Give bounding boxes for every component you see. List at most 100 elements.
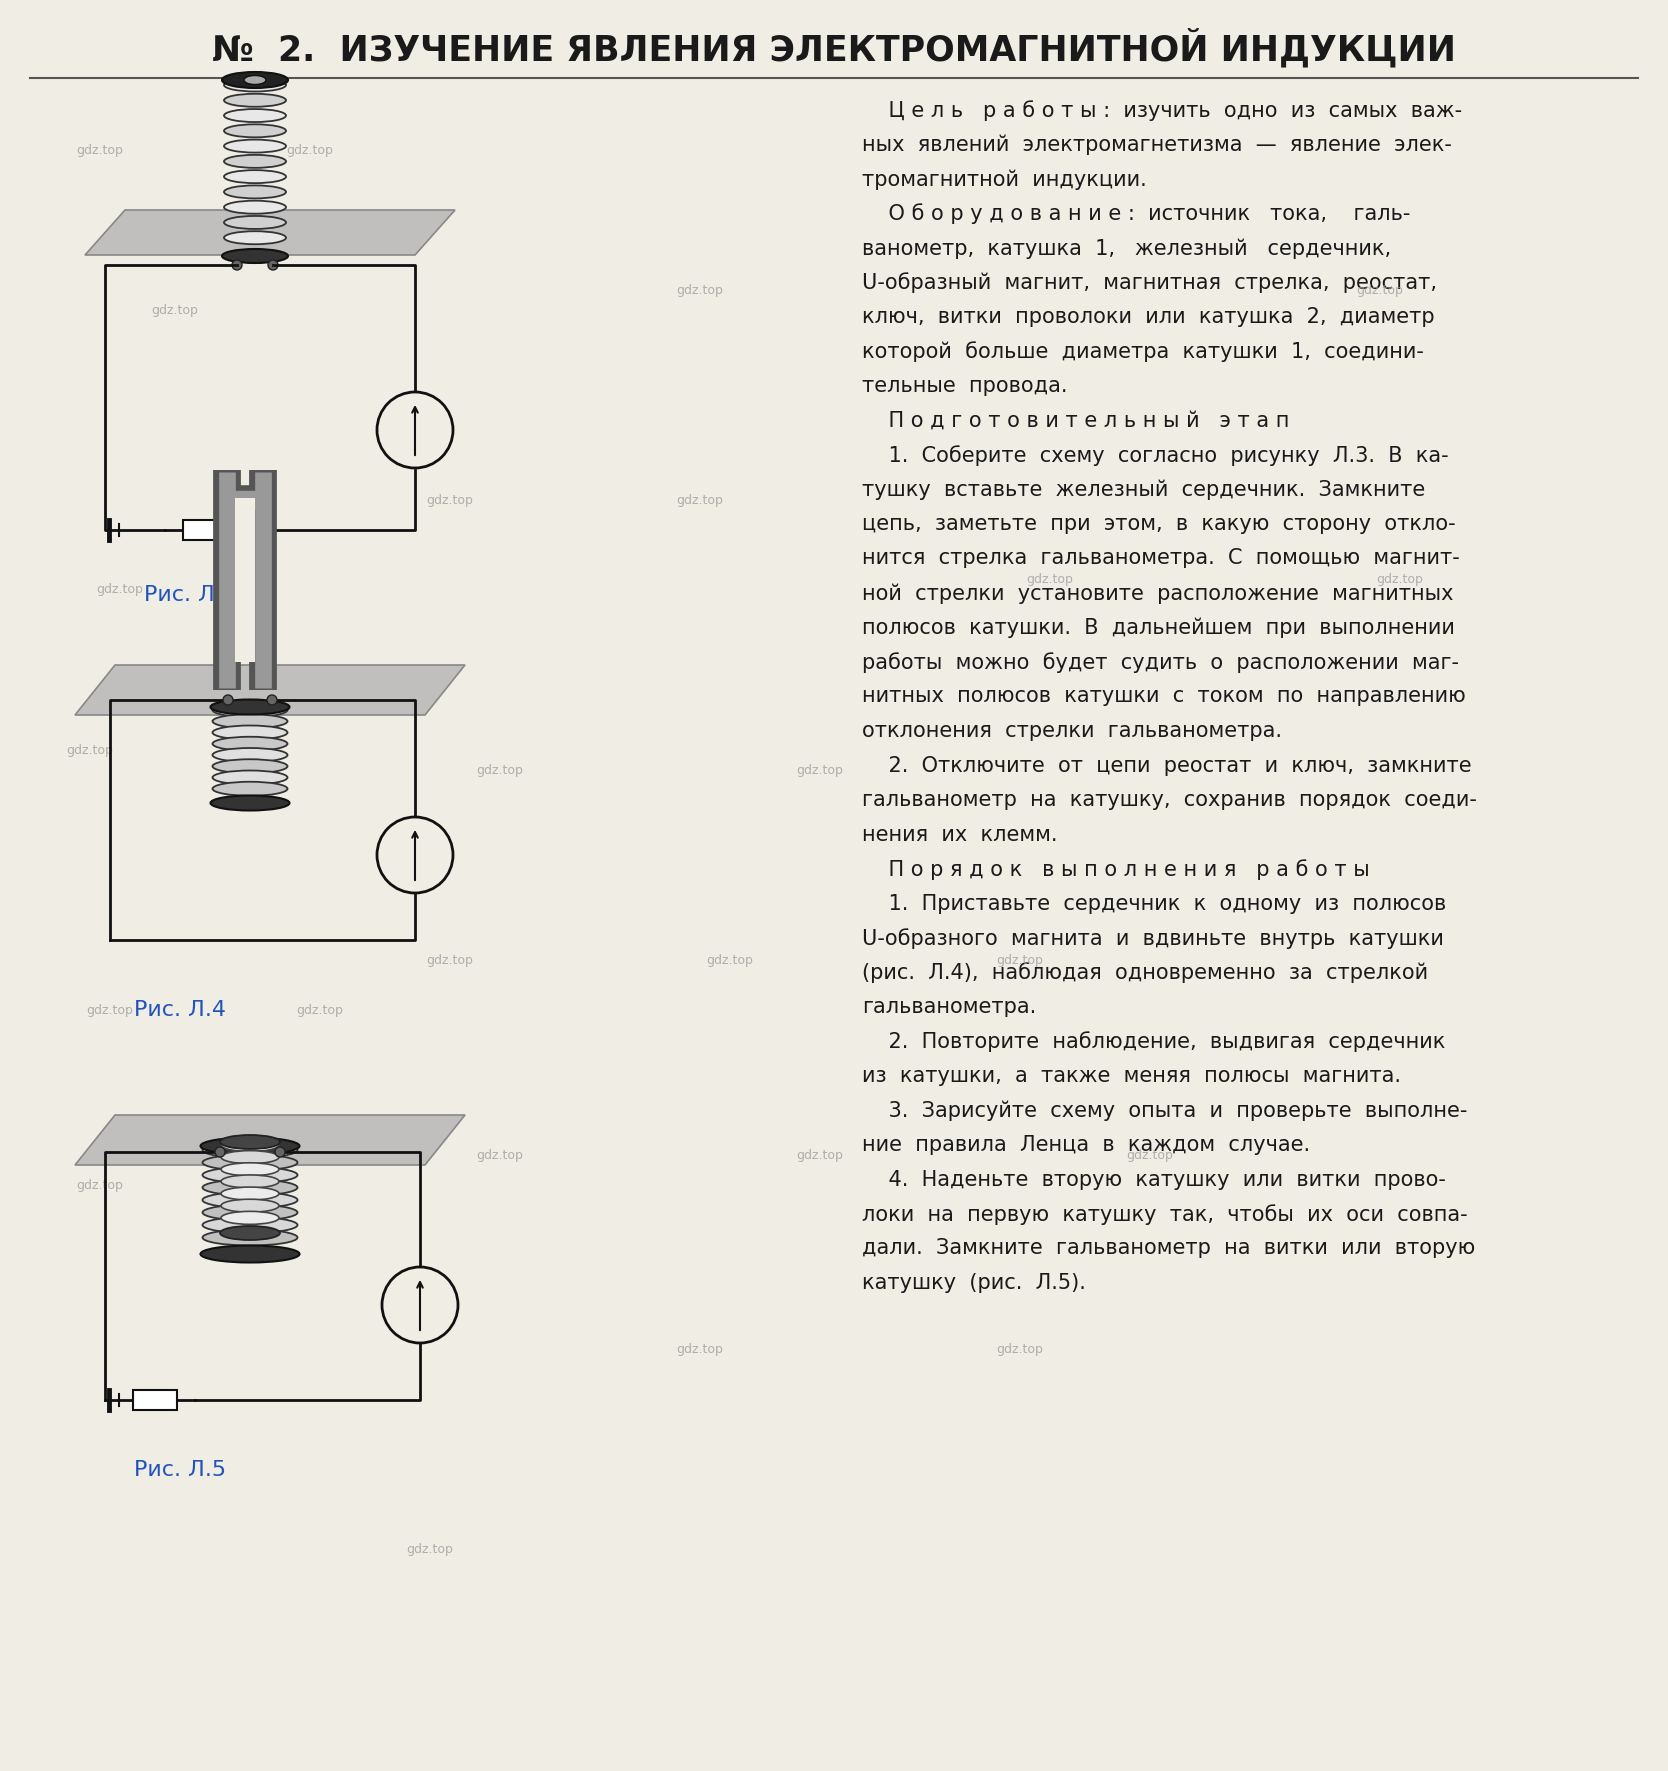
Ellipse shape (220, 1135, 280, 1149)
Text: gdz.top: gdz.top (67, 744, 113, 756)
Ellipse shape (212, 726, 287, 740)
Text: gdz.top: gdz.top (797, 1149, 844, 1162)
Ellipse shape (220, 1174, 279, 1188)
Text: Рис. Л.4: Рис. Л.4 (133, 1001, 225, 1020)
Text: Рис. Л.3: Рис. Л.3 (143, 584, 235, 606)
Text: катушку  (рис.  Л.5).: катушку (рис. Л.5). (862, 1273, 1086, 1293)
Text: gdz.top: gdz.top (677, 283, 724, 296)
Text: gdz.top: gdz.top (797, 763, 844, 776)
Ellipse shape (224, 110, 285, 122)
Ellipse shape (212, 703, 287, 717)
Text: (рис.  Л.4),  наблюдая  одновременно  за  стрелкой: (рис. Л.4), наблюдая одновременно за стр… (862, 962, 1428, 983)
Text: gdz.top: gdz.top (1376, 574, 1423, 586)
Ellipse shape (202, 1155, 297, 1171)
Text: 1.  Соберите  схему  согласно  рисунку  Л.3.  В  ка-: 1. Соберите схему согласно рисунку Л.3. … (862, 445, 1448, 466)
Ellipse shape (224, 170, 285, 182)
Text: из  катушки,  а  также  меняя  полюсы  магнита.: из катушки, а также меняя полюсы магнита… (862, 1066, 1401, 1086)
Text: gdz.top: gdz.top (97, 583, 143, 597)
Ellipse shape (212, 770, 287, 785)
Text: Рис. Л.5: Рис. Л.5 (133, 1459, 227, 1481)
Text: тушку  вставьте  железный  сердечник.  Замкните: тушку вставьте железный сердечник. Замкн… (862, 480, 1424, 499)
Polygon shape (75, 1116, 465, 1165)
Ellipse shape (212, 747, 287, 762)
Text: gdz.top: gdz.top (477, 1149, 524, 1162)
Text: гальванометр  на  катушку,  сохранив  порядок  соеди-: гальванометр на катушку, сохранив порядо… (862, 790, 1476, 809)
Ellipse shape (220, 1211, 279, 1224)
Text: 2.  Отключите  от  цепи  реостат  и  ключ,  замкните: 2. Отключите от цепи реостат и ключ, зам… (862, 756, 1471, 776)
Text: gdz.top: gdz.top (677, 494, 724, 507)
Circle shape (377, 816, 454, 893)
Ellipse shape (212, 781, 287, 795)
Text: U-образный  магнит,  магнитная  стрелка,  реостат,: U-образный магнит, магнитная стрелка, ре… (862, 273, 1438, 294)
Text: тельные  провода.: тельные провода. (862, 375, 1068, 397)
Ellipse shape (224, 186, 285, 198)
Ellipse shape (212, 760, 287, 774)
Text: №  2.  ИЗУЧЕНИЕ ЯВЛЕНИЯ ЭЛЕКТРОМАГНИТНОЙ ИНДУКЦИИ: № 2. ИЗУЧЕНИЕ ЯВЛЕНИЯ ЭЛЕКТРОМАГНИТНОЙ И… (212, 28, 1456, 67)
Circle shape (269, 260, 279, 269)
Text: тромагнитной  индукции.: тромагнитной индукции. (862, 168, 1148, 189)
Text: которой  больше  диаметра  катушки  1,  соедини-: которой больше диаметра катушки 1, соеди… (862, 342, 1424, 363)
Text: ных  явлений  электромагнетизма  —  явление  элек-: ных явлений электромагнетизма — явление … (862, 135, 1451, 156)
Text: Ц е л ь   р а б о т ы :  изучить  одно  из  самых  важ-: Ц е л ь р а б о т ы : изучить одно из са… (862, 99, 1463, 120)
Ellipse shape (202, 1179, 297, 1195)
Ellipse shape (220, 1199, 279, 1211)
Text: gdz.top: gdz.top (996, 953, 1044, 967)
Text: gdz.top: gdz.top (707, 953, 754, 967)
Ellipse shape (220, 1226, 280, 1240)
Text: ной  стрелки  установите  расположение  магнитных: ной стрелки установите расположение магн… (862, 583, 1453, 604)
Text: gdz.top: gdz.top (152, 303, 198, 317)
Circle shape (377, 391, 454, 468)
Text: нитных  полюсов  катушки  с  током  по  направлению: нитных полюсов катушки с током по направ… (862, 687, 1466, 707)
Bar (133, 1390, 177, 1410)
Text: gdz.top: gdz.top (297, 1004, 344, 1017)
Ellipse shape (224, 78, 285, 92)
Ellipse shape (224, 154, 285, 168)
Ellipse shape (224, 94, 285, 106)
Polygon shape (75, 664, 465, 715)
Text: нится  стрелка  гальванометра.  С  помощью  магнит-: нится стрелка гальванометра. С помощью м… (862, 549, 1460, 568)
Text: 3.  Зарисуйте  схему  опыта  и  проверьте  выполне-: 3. Зарисуйте схему опыта и проверьте вып… (862, 1100, 1468, 1121)
Text: gdz.top: gdz.top (77, 143, 123, 156)
Text: gdz.top: gdz.top (427, 953, 474, 967)
Text: полюсов  катушки.  В  дальнейшем  при  выполнении: полюсов катушки. В дальнейшем при выполн… (862, 618, 1454, 638)
Text: 4.  Наденьте  вторую  катушку  или  витки  прово-: 4. Наденьте вторую катушку или витки про… (862, 1169, 1446, 1190)
Text: gdz.top: gdz.top (407, 1544, 454, 1557)
Ellipse shape (224, 232, 285, 244)
Ellipse shape (220, 1139, 279, 1151)
Text: gdz.top: gdz.top (427, 494, 474, 507)
Ellipse shape (202, 1217, 297, 1233)
Text: 2.  Повторите  наблюдение,  выдвигая  сердечник: 2. Повторите наблюдение, выдвигая сердеч… (862, 1031, 1446, 1052)
Bar (183, 521, 227, 540)
Ellipse shape (202, 1142, 297, 1158)
Text: локи  на  первую  катушку  так,  чтобы  их  оси  совпа-: локи на первую катушку так, чтобы их оси… (862, 1204, 1468, 1226)
Ellipse shape (212, 737, 287, 751)
Text: gdz.top: gdz.top (77, 1178, 123, 1192)
Ellipse shape (200, 1245, 300, 1263)
Ellipse shape (222, 250, 289, 264)
Ellipse shape (224, 140, 285, 152)
Text: gdz.top: gdz.top (1126, 1149, 1173, 1162)
Text: gdz.top: gdz.top (87, 1004, 133, 1017)
Text: работы  можно  будет  судить  о  расположении  маг-: работы можно будет судить о расположении… (862, 652, 1460, 673)
Circle shape (232, 260, 242, 269)
Ellipse shape (202, 1167, 297, 1183)
Text: ванометр,  катушка  1,   железный   сердечник,: ванометр, катушка 1, железный сердечник, (862, 237, 1391, 259)
Text: gdz.top: gdz.top (1356, 283, 1403, 296)
Ellipse shape (222, 73, 289, 89)
Ellipse shape (224, 216, 285, 228)
Ellipse shape (224, 200, 285, 214)
Ellipse shape (200, 1137, 300, 1155)
Text: ние  правила  Ленца  в  каждом  случае.: ние правила Ленца в каждом случае. (862, 1135, 1309, 1155)
Text: цепь,  заметьте  при  этом,  в  какую  сторону  откло-: цепь, заметьте при этом, в какую сторону… (862, 514, 1456, 535)
Ellipse shape (202, 1192, 297, 1208)
Text: П о р я д о к   в ы п о л н е н и я   р а б о т ы: П о р я д о к в ы п о л н е н и я р а б … (862, 859, 1369, 880)
Ellipse shape (220, 1151, 279, 1164)
Text: ключ,  витки  проволоки  или  катушка  2,  диаметр: ключ, витки проволоки или катушка 2, диа… (862, 306, 1434, 328)
Ellipse shape (210, 795, 290, 811)
Text: гальванометра.: гальванометра. (862, 997, 1036, 1017)
Ellipse shape (202, 1229, 297, 1245)
Circle shape (275, 1148, 285, 1156)
Text: отклонения  стрелки  гальванометра.: отклонения стрелки гальванометра. (862, 721, 1283, 740)
Text: нения  их  клемм.: нения их клемм. (862, 825, 1058, 845)
Text: О б о р у д о в а н и е :  источник   тока,    галь-: О б о р у д о в а н и е : источник тока,… (862, 204, 1411, 225)
